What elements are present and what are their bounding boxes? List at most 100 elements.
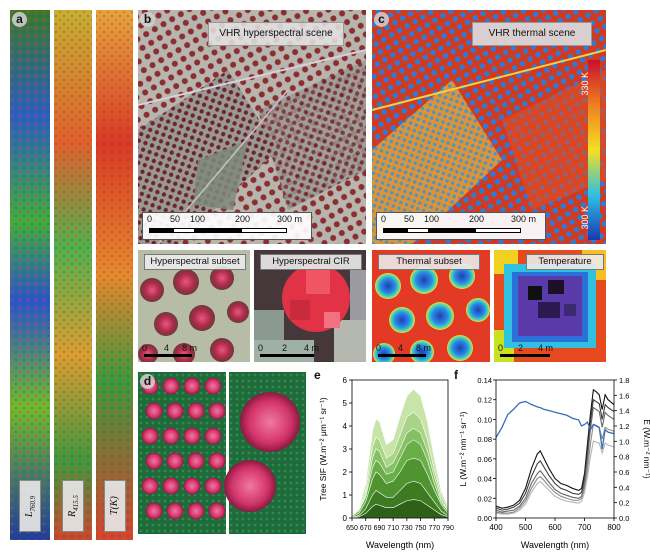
y-tick-label: 1 xyxy=(343,491,348,500)
tree-crown xyxy=(166,452,184,470)
scale-label-0: 0 xyxy=(147,214,153,224)
y-right-tick-label: 0.6 xyxy=(619,468,629,477)
y-left-tick-label: 0.02 xyxy=(477,494,492,503)
panel-c: c VHR thermal scene 330 K 300 K 0 50 100… xyxy=(372,10,606,244)
panel-d: d xyxy=(138,372,306,534)
thermal-scene-title: VHR thermal scene xyxy=(472,22,592,46)
y-left-tick-label: 0.00 xyxy=(477,514,492,523)
radiance-series-line xyxy=(495,440,615,515)
colorbar-top-label: 330 K xyxy=(580,72,590,96)
hyperspectral-subset: Hyperspectral subset 0 4 8 m xyxy=(138,250,250,362)
cir-scalebar xyxy=(260,354,314,357)
tree-crown xyxy=(183,477,201,495)
scale-label-200: 200 xyxy=(235,214,251,224)
panel-b-letter: b xyxy=(140,12,155,27)
scale-label-100: 100 xyxy=(424,214,440,224)
y-left-tick-label: 0.06 xyxy=(477,455,492,464)
hyperspectral-subset-title: Hyperspectral subset xyxy=(144,254,246,270)
tree-crown xyxy=(183,377,201,395)
tree-crown xyxy=(187,452,205,470)
panel-f-letter: f xyxy=(454,368,458,382)
tree-crown xyxy=(187,402,205,420)
temp-scalebar xyxy=(500,354,550,357)
scale-label-200: 200 xyxy=(469,214,485,224)
y-tick-label: 0 xyxy=(343,514,348,523)
scale-seg xyxy=(429,228,475,233)
x-axis-label: Wavelength (nm) xyxy=(366,540,434,550)
tree-crown xyxy=(166,402,184,420)
x-tick-label: 600 xyxy=(548,523,562,532)
panel-d-image xyxy=(138,372,306,534)
y-tick-label: 6 xyxy=(343,376,348,385)
y-tick-label: 3 xyxy=(343,445,348,454)
cir-scale-0: 0 xyxy=(258,343,264,353)
x-tick-label: 800 xyxy=(607,523,621,532)
y-left-tick-label: 0.08 xyxy=(477,435,492,444)
x-tick-label: 700 xyxy=(578,523,592,532)
panel-a-image xyxy=(10,10,133,540)
thermal-subset-title: Thermal subset xyxy=(378,254,480,270)
scale-seg xyxy=(475,228,521,233)
scale-label-300: 300 m xyxy=(511,214,537,224)
scale-label-50: 50 xyxy=(404,214,415,224)
y-left-tick-label: 0.14 xyxy=(477,376,492,385)
temp-scale-4: 4 m xyxy=(538,343,554,353)
temp-scale-2: 2 xyxy=(518,343,524,353)
tree-crown xyxy=(162,427,180,445)
scale-label-50: 50 xyxy=(170,214,181,224)
tree-crown xyxy=(162,477,180,495)
subset-scale-0: 0 xyxy=(142,343,148,353)
hyperspectral-scalebar: 0 50 100 200 300 m xyxy=(142,212,312,240)
y-left-axis-label: L (W.m⁻² nm⁻¹ sr⁻¹) xyxy=(458,411,468,486)
y-right-tick-label: 1.8 xyxy=(619,376,629,385)
y-right-axis-label: E (W.m⁻² nm⁻¹) xyxy=(642,419,650,479)
x-tick-label: 730 xyxy=(401,525,413,532)
panel-c-letter: c xyxy=(374,12,389,27)
thermal-subset-scale-4: 4 xyxy=(398,343,404,353)
scale-seg xyxy=(383,228,407,233)
sif-chart: 0 1 2 3 4 5 6 650 670 690 710 730 750 770 790 Wavelengt… xyxy=(318,376,454,550)
y-right-tick-label: 0.2 xyxy=(619,499,629,508)
y-right-tick-label: 0.0 xyxy=(619,514,629,523)
temperature-map: Temperature 0 2 4 m xyxy=(494,250,606,362)
scale-seg xyxy=(241,228,287,233)
y-right-tick-label: 0.8 xyxy=(619,453,629,462)
scale-label-0: 0 xyxy=(381,214,387,224)
radiance-series-line xyxy=(495,406,615,513)
strip-label-l-sub: 760.9 xyxy=(29,495,37,512)
thermal-subset-scalebar xyxy=(378,354,426,357)
tree-crown xyxy=(204,427,222,445)
colorbar-bottom-label: 300 K xyxy=(580,206,590,230)
tree-crown xyxy=(183,427,201,445)
scale-seg xyxy=(407,228,429,233)
scale-label-300: 300 m xyxy=(277,214,303,224)
subset-scalebar xyxy=(144,354,192,357)
sif-series-area xyxy=(351,499,449,519)
hyperspectral-scene-title: VHR hyperspectral scene xyxy=(208,22,344,46)
x-tick-label: 650 xyxy=(346,525,358,532)
y-tick-label: 4 xyxy=(343,422,348,431)
tree-crown xyxy=(208,402,226,420)
temperature-title: Temperature xyxy=(526,254,604,270)
strip-label-r-main: R xyxy=(67,510,78,517)
strip-label-t-main: T(K) xyxy=(109,496,120,516)
tree-crown xyxy=(145,402,163,420)
y-right-tick-label: 0.4 xyxy=(619,483,629,492)
strip-label-t: T(K) xyxy=(104,480,126,532)
cir-scale-4: 4 m xyxy=(304,343,320,353)
irradiance-line xyxy=(495,400,615,450)
x-tick-label: 690 xyxy=(374,525,386,532)
hyperspectral-cir-title: Hyperspectral CIR xyxy=(260,254,362,270)
y-right-tick-label: 1.0 xyxy=(619,437,629,446)
x-tick-label: 500 xyxy=(519,523,533,532)
scale-label-100: 100 xyxy=(190,214,206,224)
hyperspectral-subset-image xyxy=(138,250,250,362)
strip-label-l-main: L xyxy=(24,511,35,517)
tree-crown xyxy=(208,452,226,470)
y-left-tick-label: 0.10 xyxy=(477,415,492,424)
strip-label-r-sub: 415.5 xyxy=(72,495,80,511)
y-right-tick-label: 1.6 xyxy=(619,391,629,400)
subset-scale-4: 4 xyxy=(164,343,170,353)
tree-crown xyxy=(208,502,226,520)
panel-f: 0.00 0.02 0.04 0.06 0.08 0.10 0.12 0.14 0.0 0.2 0.… xyxy=(454,368,650,556)
